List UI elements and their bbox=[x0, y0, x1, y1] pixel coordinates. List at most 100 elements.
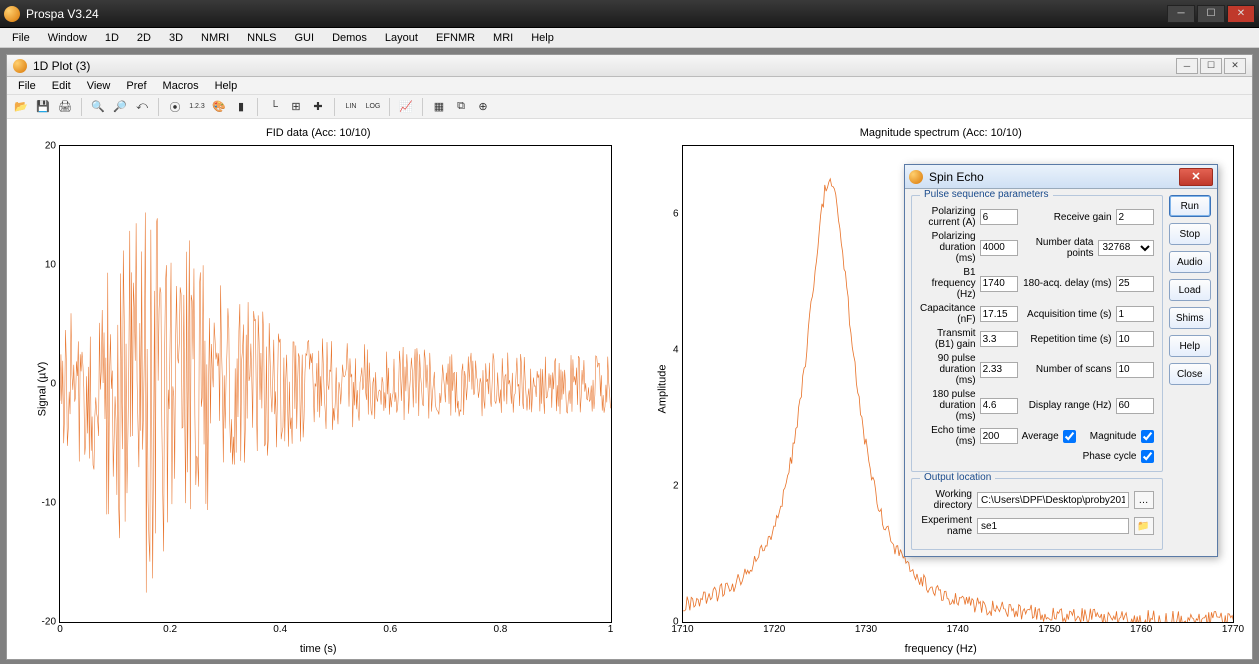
x-tick: 1750 bbox=[1038, 622, 1060, 635]
param-label: Receive gain bbox=[1022, 212, 1112, 223]
working-dir-browse-button[interactable]: … bbox=[1134, 491, 1154, 509]
param-left-4: Transmit (B1) gain bbox=[920, 328, 1018, 350]
plot-menu-file[interactable]: File bbox=[11, 79, 43, 93]
param-right-4: Repetition time (s) bbox=[1022, 328, 1154, 350]
run-button[interactable]: Run bbox=[1169, 195, 1212, 217]
toolbar-button-1[interactable]: 💾 bbox=[33, 97, 53, 117]
close-button[interactable]: Close bbox=[1169, 363, 1212, 385]
toolbar-button-6[interactable]: ⤺ bbox=[132, 97, 152, 117]
param-left-1: Polarizing duration (ms) bbox=[920, 231, 1018, 264]
phase-cycle-checkbox[interactable] bbox=[1141, 450, 1154, 463]
stop-button[interactable]: Stop bbox=[1169, 223, 1212, 245]
magnitude-checkbox[interactable] bbox=[1141, 430, 1154, 443]
param-input[interactable] bbox=[980, 240, 1018, 256]
menu-1d[interactable]: 1D bbox=[97, 30, 127, 46]
menu-demos[interactable]: Demos bbox=[324, 30, 375, 46]
working-dir-label: Working directory bbox=[920, 489, 972, 511]
toolbar-button-8[interactable]: ⦿ bbox=[165, 97, 185, 117]
help-button[interactable]: Help bbox=[1169, 335, 1212, 357]
param-input[interactable] bbox=[980, 331, 1018, 347]
param-left-2: B1 frequency (Hz) bbox=[920, 267, 1018, 300]
menu-efnmr[interactable]: EFNMR bbox=[428, 30, 483, 46]
shims-button[interactable]: Shims bbox=[1169, 307, 1212, 329]
param-right-1: Number data points32768 bbox=[1022, 231, 1154, 264]
toolbar-button-20[interactable]: 📈 bbox=[396, 97, 416, 117]
param-label: 180 pulse duration (ms) bbox=[920, 389, 976, 422]
param-input[interactable] bbox=[980, 398, 1018, 414]
param-input[interactable] bbox=[980, 209, 1018, 225]
plot-menu-pref[interactable]: Pref bbox=[119, 79, 153, 93]
param-input[interactable] bbox=[980, 306, 1018, 322]
maximize-button[interactable]: ☐ bbox=[1197, 5, 1225, 23]
toolbar-button-14[interactable]: ⊞ bbox=[286, 97, 306, 117]
param-input[interactable] bbox=[980, 362, 1018, 378]
param-right-7: Average Magnitude bbox=[1022, 425, 1154, 447]
menu-3d[interactable]: 3D bbox=[161, 30, 191, 46]
fid-plot[interactable]: FID data (Acc: 10/10) Signal (µV) time (… bbox=[7, 119, 630, 659]
param-input[interactable] bbox=[1116, 276, 1154, 292]
toolbar-separator bbox=[81, 98, 82, 116]
param-label: Number data points bbox=[1022, 237, 1094, 259]
x-tick: 0.2 bbox=[163, 622, 177, 635]
plot-menu-macros[interactable]: Macros bbox=[156, 79, 206, 93]
plot-menu-help[interactable]: Help bbox=[208, 79, 245, 93]
plot-window-close-button[interactable]: ✕ bbox=[1224, 58, 1246, 74]
menu-window[interactable]: Window bbox=[40, 30, 95, 46]
param-input[interactable] bbox=[1116, 306, 1154, 322]
toolbar-button-24[interactable]: ⊕ bbox=[473, 97, 493, 117]
plot-window-maximize-button[interactable]: ☐ bbox=[1200, 58, 1222, 74]
experiment-name-folder-button[interactable]: 📁 bbox=[1134, 517, 1154, 535]
plot-menu-edit[interactable]: Edit bbox=[45, 79, 78, 93]
menu-file[interactable]: File bbox=[4, 30, 38, 46]
toolbar-separator bbox=[389, 98, 390, 116]
plot-window-minimize-button[interactable]: ─ bbox=[1176, 58, 1198, 74]
menu-nmri[interactable]: NMRI bbox=[193, 30, 237, 46]
toolbar-button-11[interactable]: ▮ bbox=[231, 97, 251, 117]
toolbar-button-23[interactable]: ⧉ bbox=[451, 97, 471, 117]
toolbar-button-4[interactable]: 🔍 bbox=[88, 97, 108, 117]
menu-gui[interactable]: GUI bbox=[287, 30, 323, 46]
spin-echo-dialog: Spin Echo ✕ Pulse sequence parameters Po… bbox=[904, 164, 1218, 557]
param-input[interactable] bbox=[1116, 362, 1154, 378]
param-input[interactable] bbox=[1116, 331, 1154, 347]
menu-help[interactable]: Help bbox=[523, 30, 562, 46]
param-input[interactable] bbox=[1116, 209, 1154, 225]
param-label: Echo time (ms) bbox=[920, 425, 976, 447]
param-input[interactable] bbox=[1116, 398, 1154, 414]
plot-window-buttons: ─ ☐ ✕ bbox=[1176, 58, 1246, 74]
audio-button[interactable]: Audio bbox=[1169, 251, 1212, 273]
toolbar-button-17[interactable]: LIN bbox=[341, 97, 361, 117]
toolbar-button-0[interactable]: 📂 bbox=[11, 97, 31, 117]
toolbar-button-2[interactable]: 🖨 bbox=[55, 97, 75, 117]
menu-2d[interactable]: 2D bbox=[129, 30, 159, 46]
toolbar-button-9[interactable]: 1.2.3 bbox=[187, 97, 207, 117]
minimize-button[interactable]: ─ bbox=[1167, 5, 1195, 23]
load-button[interactable]: Load bbox=[1169, 279, 1212, 301]
toolbar-button-15[interactable]: ✚ bbox=[308, 97, 328, 117]
close-button[interactable]: ✕ bbox=[1227, 5, 1255, 23]
param-select[interactable]: 32768 bbox=[1098, 240, 1154, 256]
param-input[interactable] bbox=[980, 428, 1018, 444]
menu-nnls[interactable]: NNLS bbox=[239, 30, 284, 46]
x-tick: 1 bbox=[608, 622, 614, 635]
spin-echo-main: Pulse sequence parameters Polarizing cur… bbox=[911, 195, 1163, 550]
working-dir-input[interactable] bbox=[977, 492, 1129, 508]
average-checkbox[interactable] bbox=[1063, 430, 1076, 443]
spectrum-plot-xlabel: frequency (Hz) bbox=[630, 643, 1253, 655]
param-input[interactable] bbox=[980, 276, 1018, 292]
y-tick: -20 bbox=[42, 617, 60, 628]
toolbar-button-5[interactable]: 🔎 bbox=[110, 97, 130, 117]
menu-mri[interactable]: MRI bbox=[485, 30, 521, 46]
toolbar-button-18[interactable]: LOG bbox=[363, 97, 383, 117]
toolbar-button-13[interactable]: └ bbox=[264, 97, 284, 117]
experiment-name-input[interactable] bbox=[977, 518, 1129, 534]
pulse-params-group: Pulse sequence parameters Polarizing cur… bbox=[911, 195, 1163, 472]
toolbar-button-10[interactable]: 🎨 bbox=[209, 97, 229, 117]
toolbar-button-22[interactable]: ▦ bbox=[429, 97, 449, 117]
spin-echo-titlebar[interactable]: Spin Echo ✕ bbox=[905, 165, 1217, 189]
spin-echo-close-button[interactable]: ✕ bbox=[1179, 168, 1213, 186]
menu-layout[interactable]: Layout bbox=[377, 30, 426, 46]
plot-menu-view[interactable]: View bbox=[80, 79, 118, 93]
working-dir-row: Working directory … bbox=[920, 489, 1154, 511]
plot-window-icon bbox=[13, 59, 27, 73]
